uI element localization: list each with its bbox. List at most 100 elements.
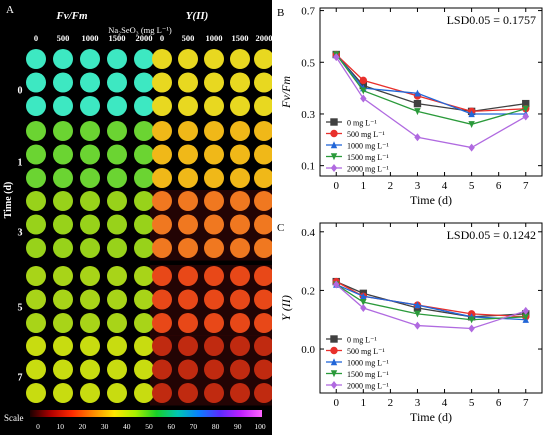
x-tick-label: 4 — [442, 180, 448, 192]
scale-tick-label: 60 — [167, 422, 175, 431]
x-tick-label: 6 — [496, 180, 502, 192]
leaf-disc-fv — [26, 72, 46, 93]
legend-label: 1000 mg L⁻¹ — [347, 142, 389, 151]
fv-fm-chart-svg: B 0 1 2 3 4 5 6 7 0.1 0.3 0.5 0.7 Time (d) Fv/Fm LSD0.0… — [277, 6, 543, 207]
color-scale-ticks: 0 10 20 30 40 50 60 70 80 90 100 — [36, 422, 266, 431]
scale-tick-label: 80 — [212, 422, 220, 431]
leaf-disc-y — [152, 266, 172, 286]
leaf-disc-y — [178, 72, 198, 93]
dose-label-right: 0 — [160, 33, 164, 43]
leaf-disc-y — [230, 121, 250, 141]
leaf-disc-fv — [26, 383, 46, 403]
legend-label: 500 mg L⁻¹ — [347, 130, 385, 139]
leaf-disc-y — [204, 144, 224, 165]
leaf-disc-fv — [53, 313, 73, 333]
leaf-disc-y — [152, 238, 172, 258]
leaf-disc-y — [230, 266, 250, 286]
data-point-marker — [359, 76, 368, 85]
leaf-disc-fv — [26, 214, 46, 235]
leaf-disc-y — [204, 336, 224, 356]
leaf-disc-fv — [134, 359, 154, 380]
data-point-marker — [330, 346, 338, 355]
scale-tick-label: 90 — [234, 422, 242, 431]
data-point-marker — [330, 164, 338, 172]
leaf-disc-fv — [107, 96, 127, 116]
scale-tick-label: 10 — [56, 422, 64, 431]
leaf-disc-fv — [107, 359, 127, 380]
leaf-disc-y — [254, 72, 272, 93]
dose-label-left: 1500 — [109, 33, 126, 43]
leaf-disc-y — [178, 266, 198, 286]
plot-frame — [319, 7, 543, 177]
leaf-disc-fv — [80, 289, 100, 310]
leaf-disc-y — [178, 121, 198, 141]
leaf-disc-fv — [107, 72, 127, 93]
legend-label: 0 mg L⁻¹ — [347, 336, 377, 345]
scale-tick-label: 30 — [101, 422, 109, 431]
leaf-disc-y — [254, 313, 272, 333]
leaf-disc-fv — [26, 168, 46, 188]
leaf-disc-y — [204, 383, 224, 403]
leaf-disc-y — [152, 121, 172, 141]
panel-letter: B — [277, 7, 284, 19]
leaf-disc-y — [230, 168, 250, 188]
leaf-disc-y — [254, 266, 272, 286]
y-ii-heading: Y(II) — [186, 10, 209, 22]
data-point-marker — [330, 129, 338, 138]
scale-label: Scale — [4, 413, 24, 423]
time-label: 5 — [18, 303, 23, 314]
leaf-disc-fv — [107, 313, 127, 333]
data-point-marker — [333, 53, 340, 62]
leaf-disc-fv — [107, 383, 127, 403]
dose-labels: 0 500 1000 1500 2000 0 500 1000 1500 2000 — [34, 33, 272, 43]
panel-a-letter: A — [6, 4, 14, 16]
dose-label-right: 2000 — [256, 33, 273, 43]
leaf-disc-fv — [53, 336, 73, 356]
data-point-marker — [522, 112, 529, 121]
time-label: 7 — [18, 373, 23, 384]
leaf-disc-y — [152, 214, 172, 235]
leaf-disc-y — [152, 191, 172, 211]
leaf-disc-y — [230, 214, 250, 235]
leaf-disc-y — [204, 49, 224, 69]
time-label: 3 — [18, 228, 23, 239]
dose-label-right: 1500 — [232, 33, 249, 43]
leaf-disc-fv — [26, 336, 46, 356]
leaf-disc-y — [178, 144, 198, 165]
leaf-disc-fv — [80, 383, 100, 403]
x-tick-label: 7 — [523, 180, 529, 192]
leaf-disc-fv — [107, 49, 127, 69]
leaf-disc-fv — [134, 214, 154, 235]
leaf-disc-fv — [53, 144, 73, 165]
leaf-disc-y — [230, 72, 250, 93]
data-point-marker — [414, 133, 421, 142]
legend-label: 1500 mg L⁻¹ — [347, 370, 389, 379]
leaf-disc-y — [178, 214, 198, 235]
leaf-disc-y — [254, 336, 272, 356]
leaf-disc-fv — [26, 313, 46, 333]
leaf-disc-fv — [26, 49, 46, 69]
leaf-disc-y — [204, 359, 224, 380]
data-point-marker — [414, 301, 421, 309]
leaf-disc-y — [204, 313, 224, 333]
data-point-marker — [414, 89, 421, 97]
x-tick-label: 2 — [388, 180, 394, 192]
leaf-disc-fv — [53, 72, 73, 93]
data-point-marker — [330, 141, 338, 149]
leaf-disc-fv — [134, 72, 154, 93]
leaf-disc-fv — [134, 96, 154, 116]
leaf-disc-y — [230, 96, 250, 116]
leaf-disc-y — [230, 289, 250, 310]
data-point-marker — [333, 280, 340, 289]
leaf-disc-fv — [80, 336, 100, 356]
leaf-disc-fv — [26, 121, 46, 141]
data-point-marker — [330, 381, 338, 389]
leaf-disc-y — [152, 144, 172, 165]
leaf-disc-fv — [107, 336, 127, 356]
leaf-disc-y — [230, 238, 250, 258]
dose-label-left: 500 — [57, 33, 70, 43]
leaf-disc-y — [204, 96, 224, 116]
x-tick-label: 7 — [523, 397, 529, 409]
leaf-disc-y — [178, 313, 198, 333]
leaf-disc-y — [152, 313, 172, 333]
